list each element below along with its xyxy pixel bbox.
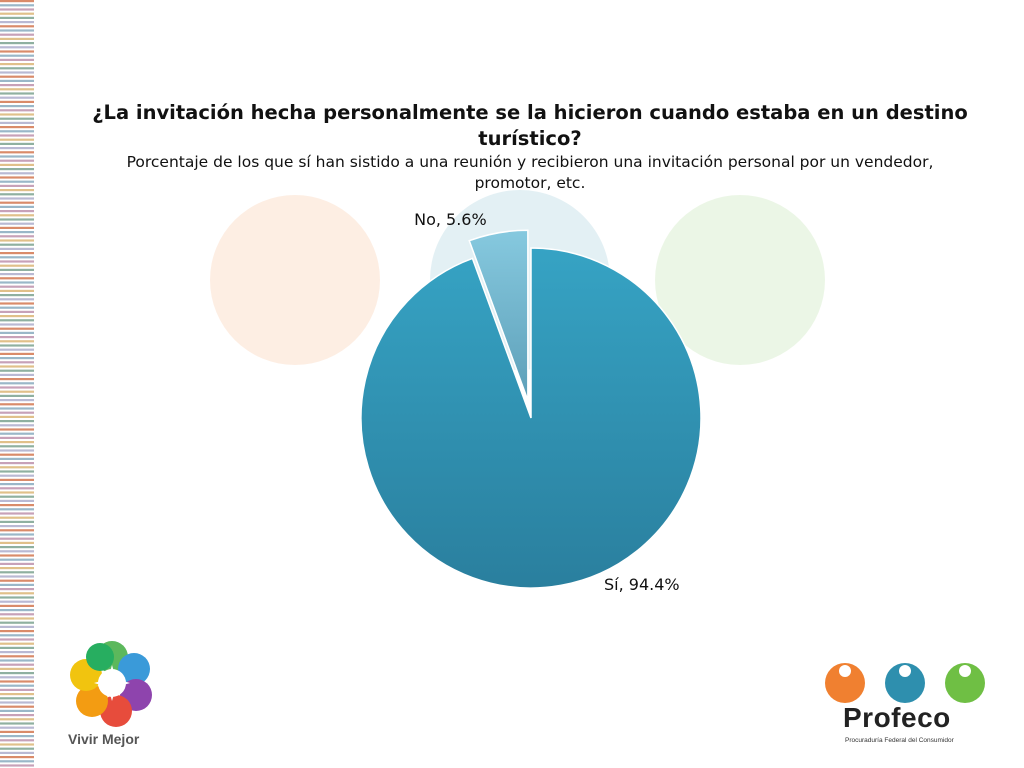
profeco-name: Profeco xyxy=(843,702,951,733)
profeco-logo xyxy=(825,663,985,703)
chart-subtitle: Porcentaje de los que sí han sistido a u… xyxy=(126,153,934,192)
pie-slice-no xyxy=(468,229,529,401)
chart-title: ¿La invitación hecha personalmente se la… xyxy=(92,101,968,150)
decorative-stripes xyxy=(0,0,34,767)
data-label-no: No, 5.6% xyxy=(414,210,487,229)
pie-slice-si xyxy=(360,247,702,589)
vivir-mejor-text: Vivir Mejor xyxy=(68,731,140,747)
vivir-mejor-logo xyxy=(70,641,152,727)
data-label-si: Sí, 94.4% xyxy=(604,575,680,594)
profeco-subtitle: Procuraduría Federal del Consumidor xyxy=(845,737,954,744)
